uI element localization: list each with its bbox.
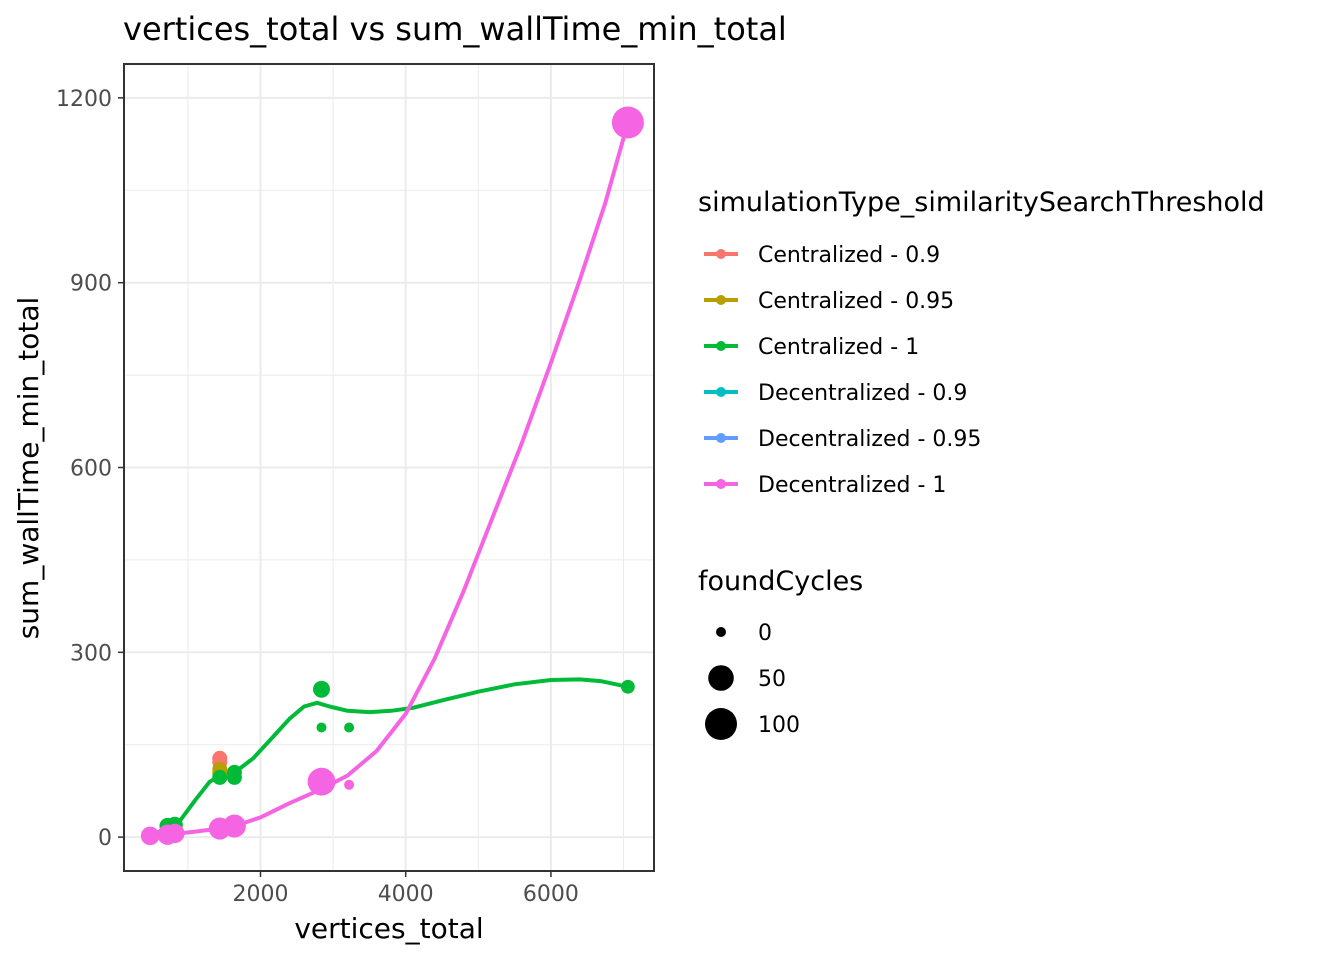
size-legend-label: 0	[758, 621, 772, 646]
data-point	[212, 769, 228, 785]
data-point	[222, 814, 246, 838]
chart-title: vertices_total vs sum_wallTime_min_total	[123, 10, 787, 48]
legend-key-point	[716, 295, 726, 305]
legend-key-point	[716, 479, 726, 489]
data-point	[316, 722, 327, 733]
plot-border	[123, 63, 655, 872]
legend-label: Decentralized - 0.9	[758, 381, 967, 406]
legend-key-point	[716, 341, 726, 351]
size-legend-label: 100	[758, 713, 800, 738]
y-tick-label: 900	[70, 272, 112, 297]
size-legend-keys: 0 50 100	[705, 621, 800, 740]
legend-label: Centralized - 1	[758, 335, 919, 360]
size-legend-point	[708, 665, 734, 691]
legend-key-point	[716, 433, 726, 443]
x-tick-label: 6000	[523, 882, 579, 907]
x-tick-label: 4000	[378, 882, 434, 907]
size-legend-label: 50	[758, 667, 786, 692]
legend-key-point	[716, 387, 726, 397]
plot-panel: 2000 4000 6000 0 300 600 900 1200	[56, 63, 655, 907]
data-point	[140, 826, 160, 846]
legend-label: Centralized - 0.9	[758, 243, 940, 268]
data-point	[307, 767, 336, 796]
y-tick-label: 600	[70, 457, 112, 482]
legend-label: Decentralized - 1	[758, 473, 946, 498]
data-point	[313, 680, 330, 698]
y-tick-label: 1200	[56, 87, 112, 112]
data-point	[621, 679, 635, 694]
y-tick-label: 0	[98, 826, 112, 851]
legend-key-point	[716, 249, 726, 259]
size-legend-point	[705, 708, 737, 740]
color-legend-keys: Centralized - 0.9 Centralized - 0.95 Centr…	[704, 243, 981, 498]
x-tick-label: 2000	[232, 882, 288, 907]
data-point	[344, 779, 355, 790]
y-tick-label: 300	[70, 641, 112, 666]
series-line	[148, 677, 630, 838]
size-legend-point	[716, 627, 726, 637]
color-legend-title: simulationType_similaritySearchThreshold	[698, 187, 1265, 218]
data-point	[611, 106, 644, 139]
data-point	[226, 764, 242, 780]
legend: simulationType_similaritySearchThreshold…	[698, 187, 1265, 740]
x-axis-label: vertices_total	[294, 912, 483, 945]
data-point	[165, 823, 185, 844]
data-point	[344, 722, 355, 733]
y-axis-label: sum_wallTime_min_total	[12, 297, 45, 640]
legend-label: Decentralized - 0.95	[758, 427, 981, 452]
size-legend-title: foundCycles	[698, 566, 863, 597]
legend-label: Centralized - 0.95	[758, 289, 954, 314]
